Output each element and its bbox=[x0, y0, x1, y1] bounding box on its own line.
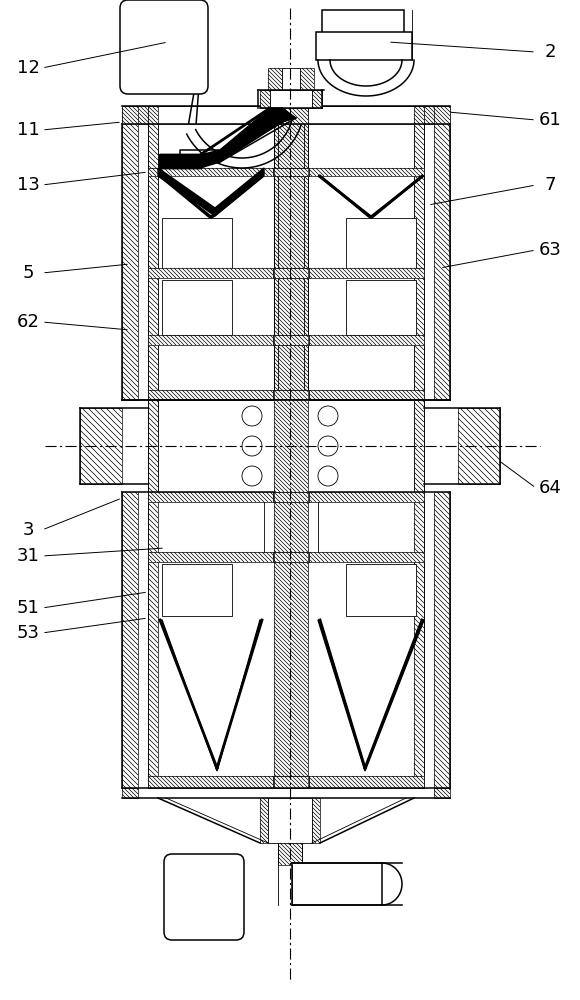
Text: 53: 53 bbox=[16, 624, 39, 642]
Bar bbox=[434, 106, 450, 124]
Text: 5: 5 bbox=[22, 264, 34, 282]
Bar bbox=[273, 776, 309, 788]
Text: 2: 2 bbox=[544, 43, 556, 61]
Circle shape bbox=[242, 466, 262, 486]
Bar bbox=[148, 492, 158, 788]
Bar bbox=[312, 90, 322, 108]
Bar bbox=[316, 32, 412, 60]
Bar bbox=[122, 124, 138, 400]
Text: 3: 3 bbox=[22, 521, 34, 539]
Bar bbox=[148, 268, 424, 278]
Bar bbox=[274, 106, 308, 124]
Polygon shape bbox=[318, 620, 424, 771]
Text: 31: 31 bbox=[17, 547, 39, 565]
Bar bbox=[414, 400, 424, 492]
Text: 13: 13 bbox=[17, 176, 39, 194]
Bar bbox=[414, 492, 424, 788]
Bar bbox=[268, 68, 282, 108]
Bar bbox=[122, 106, 138, 124]
Bar bbox=[273, 390, 309, 400]
Text: 64: 64 bbox=[539, 479, 561, 497]
Bar bbox=[273, 268, 309, 278]
Bar bbox=[162, 218, 232, 273]
Bar bbox=[322, 10, 404, 42]
Bar bbox=[122, 788, 138, 798]
Circle shape bbox=[242, 436, 262, 456]
Polygon shape bbox=[158, 168, 264, 216]
Bar bbox=[148, 552, 424, 562]
Bar bbox=[162, 564, 232, 616]
Bar bbox=[148, 106, 274, 124]
Bar bbox=[273, 168, 309, 176]
Bar bbox=[122, 106, 450, 124]
Bar bbox=[308, 106, 424, 124]
Bar bbox=[260, 798, 268, 843]
Bar bbox=[278, 843, 302, 865]
Bar bbox=[274, 124, 308, 400]
Circle shape bbox=[242, 406, 262, 426]
Text: 11: 11 bbox=[17, 121, 39, 139]
Bar bbox=[274, 168, 308, 176]
Polygon shape bbox=[318, 176, 424, 218]
Bar bbox=[270, 90, 312, 108]
Bar bbox=[312, 798, 320, 843]
Bar bbox=[273, 492, 309, 502]
Bar bbox=[274, 492, 308, 502]
Bar bbox=[273, 335, 309, 345]
Bar bbox=[80, 408, 122, 484]
Circle shape bbox=[318, 436, 338, 456]
Bar bbox=[434, 492, 450, 788]
Bar bbox=[308, 124, 414, 400]
Bar bbox=[268, 798, 312, 843]
Bar bbox=[282, 68, 300, 108]
Bar bbox=[148, 335, 424, 345]
Bar bbox=[274, 390, 308, 400]
Circle shape bbox=[318, 406, 338, 426]
Bar bbox=[274, 400, 308, 492]
Polygon shape bbox=[160, 108, 296, 168]
Bar bbox=[274, 335, 308, 345]
Text: 63: 63 bbox=[539, 241, 561, 259]
Text: 7: 7 bbox=[544, 176, 556, 194]
Bar bbox=[346, 280, 416, 335]
Text: 12: 12 bbox=[17, 59, 39, 77]
Polygon shape bbox=[160, 176, 262, 218]
FancyBboxPatch shape bbox=[120, 0, 208, 94]
Bar bbox=[122, 492, 138, 788]
Bar bbox=[260, 90, 270, 108]
Bar bbox=[162, 280, 232, 335]
Text: 61: 61 bbox=[539, 111, 561, 129]
Bar bbox=[414, 124, 424, 400]
Bar bbox=[274, 552, 308, 562]
Bar bbox=[158, 124, 274, 400]
Circle shape bbox=[318, 466, 338, 486]
Bar bbox=[273, 552, 309, 562]
Bar bbox=[158, 400, 414, 492]
Bar bbox=[148, 400, 158, 492]
Text: 51: 51 bbox=[17, 599, 39, 617]
Text: 62: 62 bbox=[17, 313, 39, 331]
Bar bbox=[148, 106, 158, 124]
Bar bbox=[274, 492, 308, 776]
Bar bbox=[292, 863, 382, 905]
Bar bbox=[414, 106, 424, 124]
Bar bbox=[274, 776, 308, 788]
Bar bbox=[346, 564, 416, 616]
Bar bbox=[434, 124, 450, 400]
Bar bbox=[434, 788, 450, 798]
Bar bbox=[148, 124, 158, 400]
Bar bbox=[148, 492, 424, 502]
Bar bbox=[274, 268, 308, 278]
Bar bbox=[148, 776, 424, 788]
Polygon shape bbox=[160, 620, 262, 771]
Bar bbox=[300, 68, 314, 108]
Bar bbox=[148, 390, 424, 400]
FancyBboxPatch shape bbox=[164, 854, 244, 940]
Bar bbox=[458, 408, 500, 484]
Bar bbox=[346, 218, 416, 273]
Bar bbox=[148, 168, 424, 176]
